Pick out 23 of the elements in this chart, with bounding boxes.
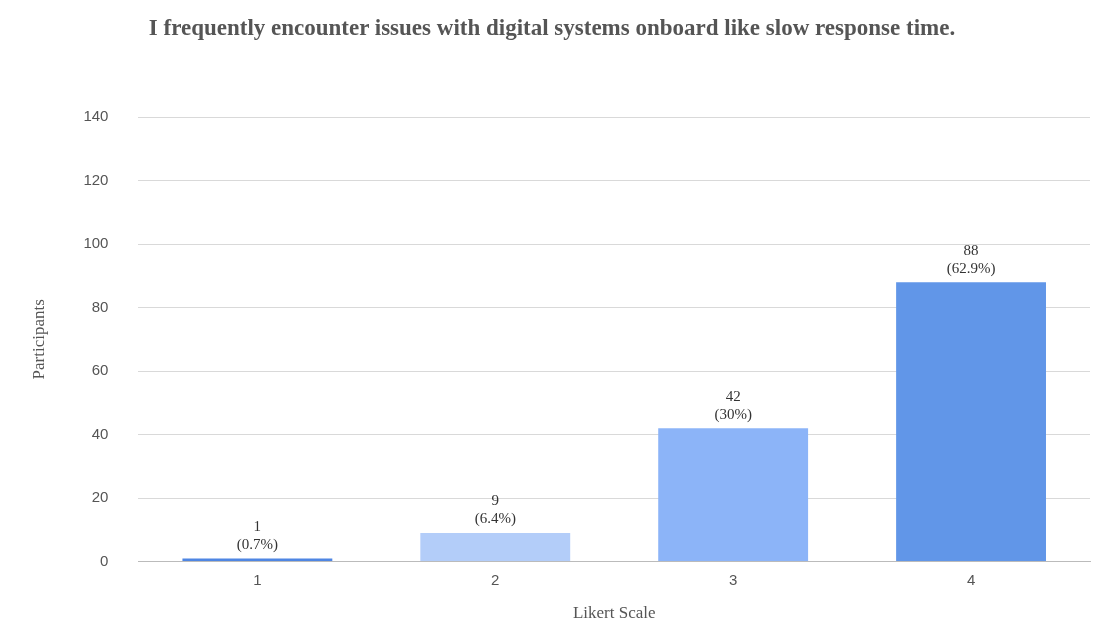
y-tick-label: 80	[91, 297, 109, 315]
bar	[896, 282, 1046, 562]
x-tick-label: 1	[253, 570, 262, 588]
y-tick-label: 60	[91, 361, 109, 379]
x-tick-label: 2	[491, 570, 500, 588]
y-tick-label: 140	[83, 107, 109, 125]
bar	[658, 428, 809, 562]
y-tick-label: 120	[83, 170, 109, 188]
y-tick-label: 0	[100, 551, 109, 569]
x-tick-label: 4	[966, 570, 976, 588]
x-axis-title: Likert Scale	[572, 603, 656, 623]
bar	[420, 533, 571, 562]
x-tick-label: 3	[728, 570, 738, 588]
data-label: 9 (6.4%)	[474, 492, 516, 528]
data-label: 88 (62.9%)	[946, 241, 996, 277]
y-tick-label: 20	[91, 488, 109, 506]
y-axis-title: Participants	[28, 299, 48, 380]
y-tick-label: 100	[83, 234, 109, 252]
bar	[182, 558, 333, 562]
y-tick-label: 40	[91, 424, 109, 442]
data-label: 42 (30%)	[714, 387, 752, 423]
data-label: 1 (0.7%)	[236, 517, 278, 553]
chart-title: I frequently encounter issues with digital systems onboard like slow response time.	[148, 14, 956, 42]
